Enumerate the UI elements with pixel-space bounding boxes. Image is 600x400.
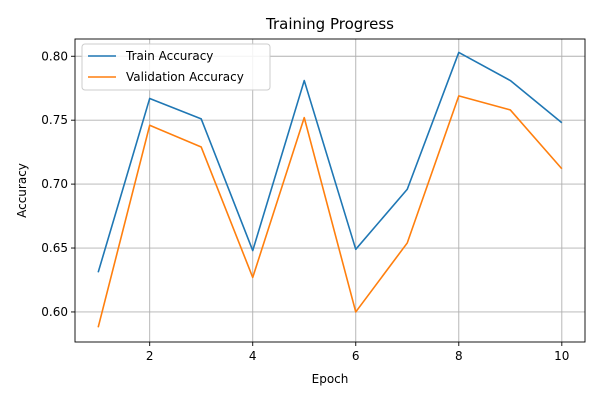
legend: Train Accuracy Validation Accuracy — [81, 43, 271, 91]
y-tick-label: 0.60 — [41, 305, 68, 319]
series-line-validation-accuracy — [97, 95, 563, 328]
x-axis-label: Epoch — [312, 372, 349, 386]
series-lines — [97, 51, 563, 328]
legend-box — [81, 43, 271, 91]
x-tick-label: 2 — [146, 349, 154, 363]
y-tick-label: 0.70 — [41, 177, 68, 191]
x-tick-label: 10 — [554, 349, 569, 363]
x-tick-label: 4 — [249, 349, 257, 363]
chart-title: Training Progress — [265, 15, 394, 33]
plot-frame — [74, 38, 586, 343]
y-tick-label: 0.65 — [41, 241, 68, 255]
y-tick-label: 0.80 — [41, 49, 68, 63]
x-axis-ticks: 2 4 6 8 10 — [146, 342, 569, 363]
series-line-train-accuracy — [97, 51, 563, 273]
x-tick-label: 6 — [352, 349, 360, 363]
y-tick-label: 0.75 — [41, 113, 68, 127]
x-tick-label: 8 — [455, 349, 463, 363]
legend-label-validation-accuracy: Validation Accuracy — [126, 70, 244, 84]
y-axis-ticks: 0.60 0.65 0.70 0.75 0.80 — [41, 49, 75, 319]
legend-label-train-accuracy: Train Accuracy — [125, 49, 213, 63]
y-axis-label: Accuracy — [15, 163, 29, 218]
